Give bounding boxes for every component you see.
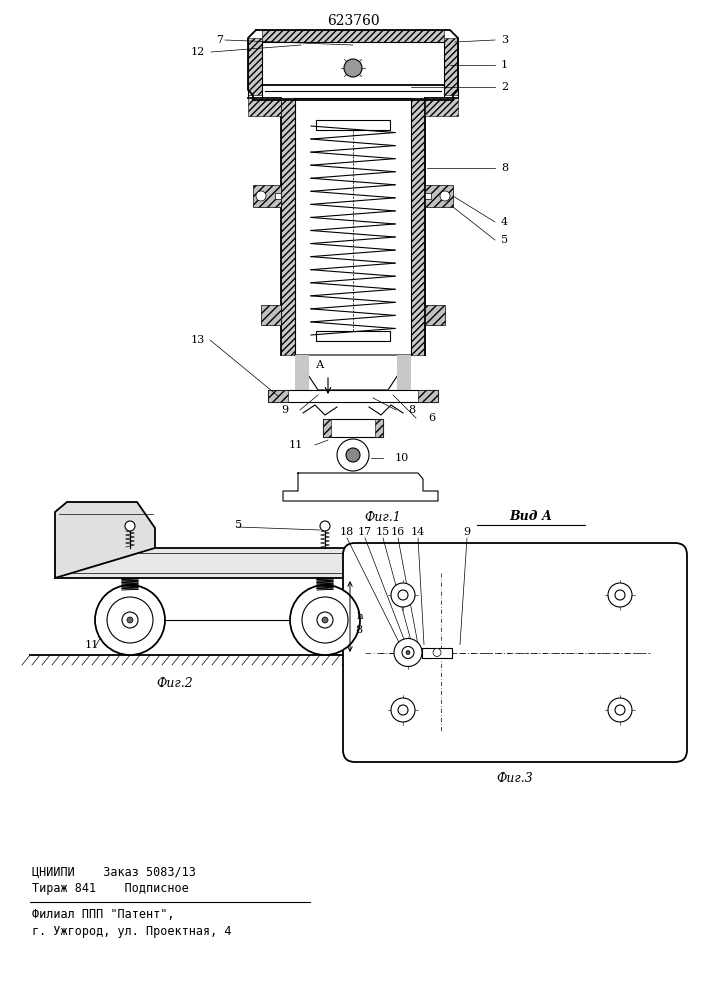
Bar — [316, 331, 390, 341]
Text: Вид А: Вид А — [510, 510, 552, 523]
Bar — [295, 355, 309, 390]
Ellipse shape — [615, 590, 625, 600]
Ellipse shape — [107, 597, 153, 643]
Bar — [261, 305, 281, 325]
Text: ЦНИИПИ    Заказ 5083/13: ЦНИИПИ Заказ 5083/13 — [32, 865, 196, 878]
Bar — [248, 38, 262, 95]
Bar — [281, 98, 295, 355]
Text: Тираж 841    Подписное: Тираж 841 Подписное — [32, 882, 189, 895]
Text: 14: 14 — [411, 527, 425, 537]
Text: Фиг.3: Фиг.3 — [496, 772, 533, 785]
Ellipse shape — [290, 585, 360, 655]
Text: 5: 5 — [501, 235, 508, 245]
Bar — [425, 193, 431, 199]
Bar — [275, 193, 281, 199]
Bar — [262, 30, 444, 42]
Ellipse shape — [317, 612, 333, 628]
Bar — [422, 648, 452, 658]
Ellipse shape — [302, 597, 348, 643]
Ellipse shape — [320, 521, 330, 531]
Text: 5: 5 — [235, 520, 242, 530]
Ellipse shape — [344, 59, 362, 77]
Text: 18: 18 — [340, 527, 354, 537]
Bar — [295, 98, 411, 355]
Polygon shape — [283, 473, 438, 501]
Text: 9: 9 — [463, 527, 471, 537]
Bar — [444, 38, 458, 95]
Ellipse shape — [608, 583, 632, 607]
Text: 3: 3 — [501, 35, 508, 45]
Ellipse shape — [615, 705, 625, 715]
Ellipse shape — [406, 650, 410, 654]
Polygon shape — [55, 502, 155, 578]
Bar — [425, 98, 458, 116]
Ellipse shape — [346, 448, 360, 462]
Bar — [375, 419, 383, 437]
Bar — [418, 390, 438, 402]
Ellipse shape — [122, 612, 138, 628]
Bar — [262, 42, 444, 98]
Text: h: h — [357, 612, 363, 621]
Text: 2: 2 — [501, 82, 508, 92]
Text: 8: 8 — [355, 625, 362, 635]
Text: 8: 8 — [501, 163, 508, 173]
Text: 4: 4 — [501, 217, 508, 227]
Text: г. Ужгород, ул. Проектная, 4: г. Ужгород, ул. Проектная, 4 — [32, 925, 231, 938]
Ellipse shape — [95, 585, 165, 655]
Text: 10: 10 — [395, 453, 409, 463]
Text: 623760: 623760 — [327, 14, 380, 28]
Ellipse shape — [433, 648, 441, 656]
Text: 11: 11 — [85, 640, 99, 650]
Text: 1: 1 — [501, 60, 508, 70]
Ellipse shape — [127, 617, 133, 623]
Bar — [323, 419, 383, 437]
Bar — [425, 185, 453, 207]
Text: Филиал ППП "Патент",: Филиал ППП "Патент", — [32, 908, 175, 921]
Text: Фиг.2: Фиг.2 — [157, 677, 194, 690]
Ellipse shape — [440, 191, 450, 201]
Bar — [268, 390, 288, 402]
Ellipse shape — [398, 590, 408, 600]
Bar — [411, 98, 425, 355]
Text: 8: 8 — [408, 405, 415, 415]
Text: 7: 7 — [216, 35, 223, 45]
Polygon shape — [295, 355, 411, 390]
Text: 12: 12 — [191, 47, 205, 57]
Text: 9: 9 — [281, 405, 288, 415]
Ellipse shape — [398, 705, 408, 715]
Ellipse shape — [391, 583, 415, 607]
Text: 13: 13 — [191, 335, 205, 345]
Ellipse shape — [256, 191, 266, 201]
Text: 6: 6 — [428, 413, 435, 423]
Bar — [55, 548, 390, 578]
Ellipse shape — [394, 639, 422, 666]
Bar — [248, 98, 281, 116]
Text: А: А — [315, 360, 324, 370]
Text: Фиг.1: Фиг.1 — [365, 511, 402, 524]
Ellipse shape — [322, 617, 328, 623]
Ellipse shape — [125, 521, 135, 531]
Ellipse shape — [337, 439, 369, 471]
Bar — [397, 355, 411, 390]
Ellipse shape — [391, 698, 415, 722]
Bar — [253, 185, 281, 207]
Bar — [323, 419, 331, 437]
Polygon shape — [248, 30, 458, 100]
Text: 16: 16 — [391, 527, 405, 537]
Bar — [425, 305, 445, 325]
Bar — [268, 390, 438, 402]
Ellipse shape — [402, 647, 414, 658]
Text: 11: 11 — [288, 440, 303, 450]
FancyBboxPatch shape — [343, 543, 687, 762]
Bar — [316, 120, 390, 130]
Text: 17: 17 — [358, 527, 372, 537]
Text: 15: 15 — [376, 527, 390, 537]
Ellipse shape — [608, 698, 632, 722]
